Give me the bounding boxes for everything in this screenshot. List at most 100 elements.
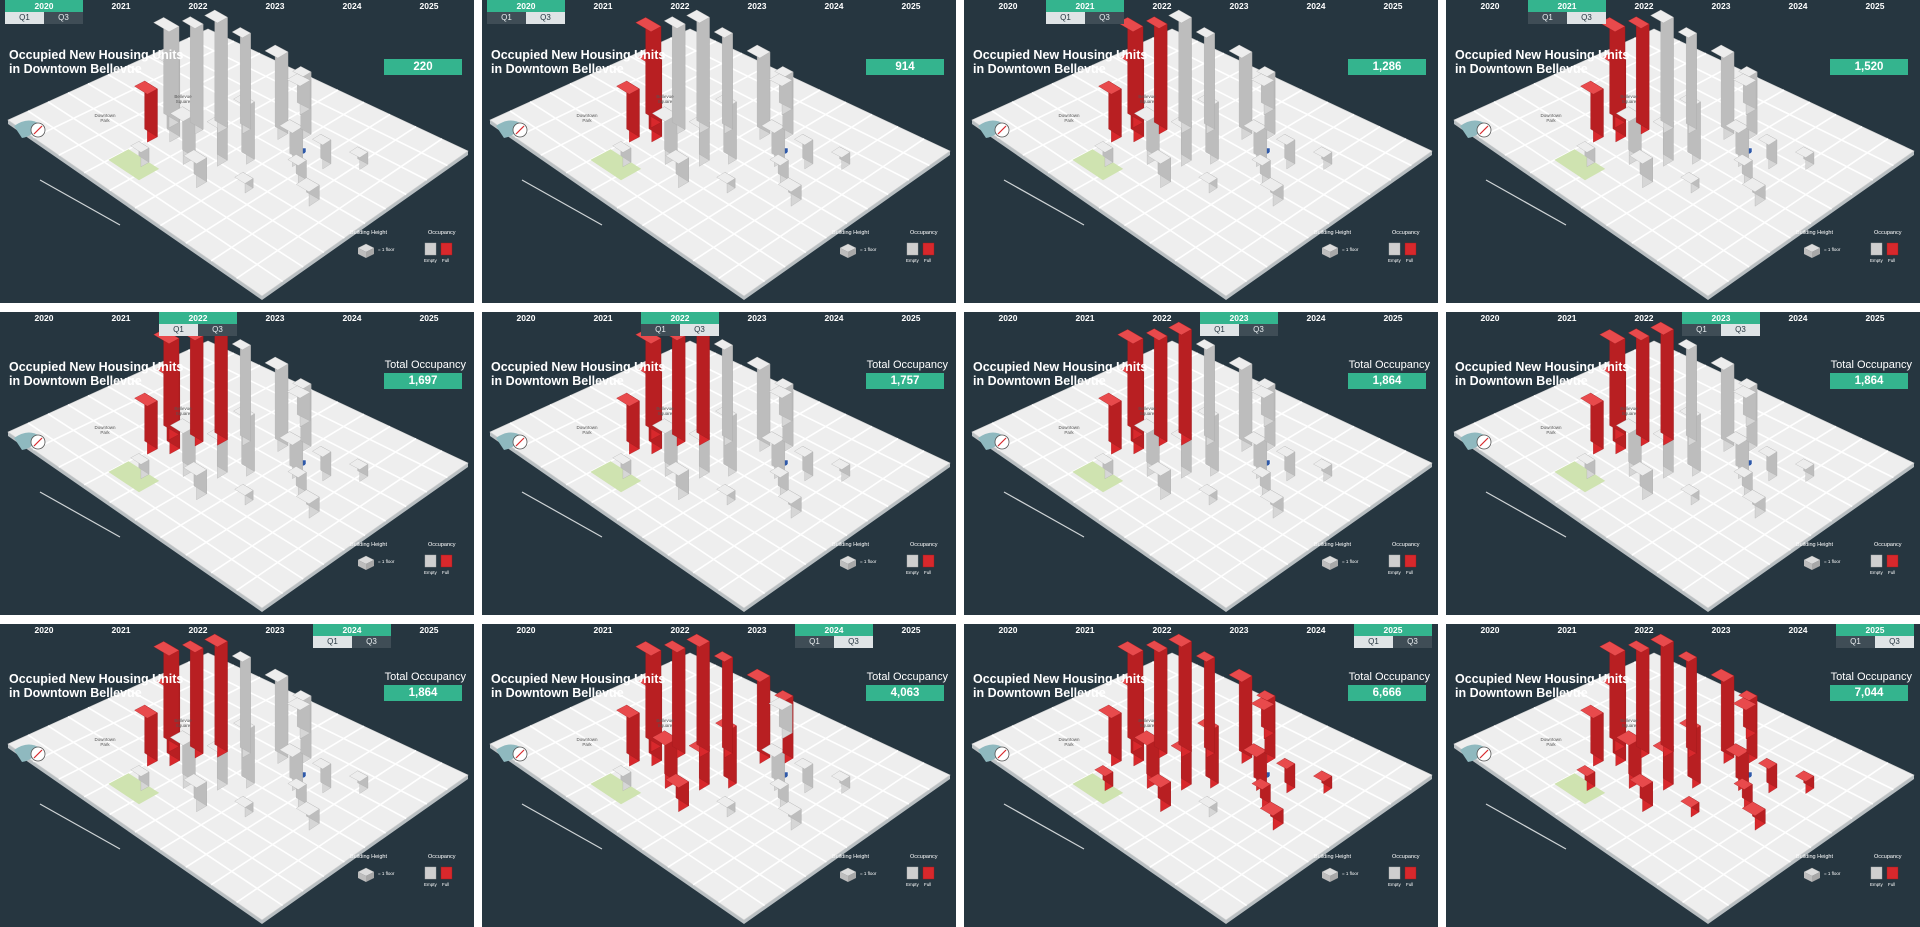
timeline-year-2023[interactable]: 2023 [747, 313, 767, 323]
timeline-year-2020[interactable]: 2020 [34, 625, 54, 635]
timeline-year-2022[interactable]: 2022 [670, 1, 690, 11]
timeline-year-2021[interactable]: 2021 [1528, 0, 1606, 12]
timeline-year-2024[interactable]: 2024 [795, 624, 873, 636]
timeline-year-2022[interactable]: 2022 [1152, 313, 1172, 323]
timeline-year-2025[interactable]: 2025 [901, 1, 921, 11]
timeline-year-2021[interactable]: 2021 [111, 1, 131, 11]
timeline-year-2023[interactable]: 2023 [1200, 312, 1278, 324]
timeline-year-2022[interactable]: 2022 [1152, 625, 1172, 635]
timeline-half-q3[interactable]: Q3 [526, 12, 565, 24]
timeline-half-q3[interactable]: Q3 [58, 13, 69, 22]
timeline-year-2025[interactable]: 2025 [1383, 1, 1403, 11]
timeline-half-q1[interactable]: Q1 [1850, 637, 1861, 646]
timeline-year-2024[interactable]: 2024 [342, 1, 362, 11]
timeline-half-q1[interactable]: Q1 [655, 325, 666, 334]
timeline-half-q3[interactable]: Q3 [1721, 324, 1760, 336]
timeline-year-2022[interactable]: 2022 [1152, 1, 1172, 11]
timeline-year-2024[interactable]: 2024 [1788, 313, 1808, 323]
timeline-year-2020[interactable]: 2020 [998, 1, 1018, 11]
timeline-year-2025[interactable]: 2025 [1354, 624, 1432, 636]
timeline-half-q1[interactable]: Q1 [1200, 324, 1239, 336]
timeline-year-2024[interactable]: 2024 [342, 313, 362, 323]
timeline-year-2025[interactable]: 2025 [419, 1, 439, 11]
timeline-half-q1[interactable]: Q1 [809, 637, 820, 646]
timeline-year-2024[interactable]: 2024 [1306, 313, 1326, 323]
timeline-year-2025[interactable]: 2025 [419, 313, 439, 323]
timeline-year-2023[interactable]: 2023 [265, 625, 285, 635]
timeline-half-q3[interactable]: Q3 [1253, 325, 1264, 334]
timeline-half-q1[interactable]: Q1 [1046, 12, 1085, 24]
timeline-year-2022[interactable]: 2022 [188, 1, 208, 11]
timeline-year-2021[interactable]: 2021 [111, 313, 131, 323]
timeline-year-2025[interactable]: 2025 [419, 625, 439, 635]
timeline-year-2024[interactable]: 2024 [1306, 625, 1326, 635]
timeline-year-2021[interactable]: 2021 [593, 625, 613, 635]
timeline-year-2023[interactable]: 2023 [1229, 625, 1249, 635]
timeline-half-q1[interactable]: Q1 [5, 12, 44, 24]
timeline-year-2021[interactable]: 2021 [111, 625, 131, 635]
timeline-half-q3[interactable]: Q3 [366, 637, 377, 646]
timeline-year-2023[interactable]: 2023 [1711, 625, 1731, 635]
timeline-year-2024[interactable]: 2024 [1788, 1, 1808, 11]
timeline-year-2022[interactable]: 2022 [159, 312, 237, 324]
timeline-year-2022[interactable]: 2022 [670, 625, 690, 635]
timeline-year-2020[interactable]: 2020 [516, 313, 536, 323]
timeline-year-2025[interactable]: 2025 [1865, 1, 1885, 11]
timeline-year-2023[interactable]: 2023 [1682, 312, 1760, 324]
timeline-year-2022[interactable]: 2022 [1634, 625, 1654, 635]
legend-height-title: Building Height [1314, 854, 1351, 860]
timeline-year-2020[interactable]: 2020 [487, 0, 565, 12]
timeline-year-2020[interactable]: 2020 [1480, 1, 1500, 11]
legend-occupancy-title: Occupancy [910, 230, 938, 236]
timeline-year-2022[interactable]: 2022 [641, 312, 719, 324]
timeline-half-q3[interactable]: Q3 [834, 636, 873, 648]
timeline-year-2023[interactable]: 2023 [1711, 1, 1731, 11]
timeline-half-q3[interactable]: Q3 [1875, 636, 1914, 648]
timeline-year-2024[interactable]: 2024 [1788, 625, 1808, 635]
timeline-year-2021[interactable]: 2021 [1557, 313, 1577, 323]
timeline-year-2024[interactable]: 2024 [824, 1, 844, 11]
timeline-half-q3[interactable]: Q3 [1567, 12, 1606, 24]
timeline-half-q3[interactable]: Q3 [1099, 13, 1110, 22]
timeline-half-q3[interactable]: Q3 [680, 324, 719, 336]
timeline-year-2020[interactable]: 2020 [1480, 313, 1500, 323]
timeline-year-2022[interactable]: 2022 [1634, 313, 1654, 323]
timeline-year-2025[interactable]: 2025 [1865, 313, 1885, 323]
timeline-year-2021[interactable]: 2021 [1075, 625, 1095, 635]
timeline-year-2021[interactable]: 2021 [1046, 0, 1124, 12]
timeline-half-q3[interactable]: Q3 [1407, 637, 1418, 646]
timeline-half-q1[interactable]: Q1 [313, 636, 352, 648]
timeline-half-q3[interactable]: Q3 [212, 325, 223, 334]
timeline-half-q1[interactable]: Q1 [501, 13, 512, 22]
timeline-year-2020[interactable]: 2020 [998, 313, 1018, 323]
timeline-year-2021[interactable]: 2021 [593, 313, 613, 323]
timeline-year-2025[interactable]: 2025 [901, 313, 921, 323]
timeline-year-2020[interactable]: 2020 [5, 0, 83, 12]
timeline-year-2023[interactable]: 2023 [747, 625, 767, 635]
timeline-year-2021[interactable]: 2021 [1557, 625, 1577, 635]
timeline-year-2024[interactable]: 2024 [1306, 1, 1326, 11]
timeline-year-2022[interactable]: 2022 [188, 625, 208, 635]
timeline-year-2023[interactable]: 2023 [747, 1, 767, 11]
legend-full-swatch [1886, 866, 1899, 880]
timeline-year-2025[interactable]: 2025 [901, 625, 921, 635]
timeline-half-q1[interactable]: Q1 [1354, 636, 1393, 648]
timeline-year-2020[interactable]: 2020 [998, 625, 1018, 635]
timeline-year-2022[interactable]: 2022 [1634, 1, 1654, 11]
timeline-half-q1[interactable]: Q1 [1696, 325, 1707, 334]
timeline-year-2021[interactable]: 2021 [1075, 313, 1095, 323]
legend-occupancy-title: Occupancy [1874, 542, 1902, 548]
timeline-year-2023[interactable]: 2023 [265, 1, 285, 11]
timeline-year-2024[interactable]: 2024 [313, 624, 391, 636]
timeline-year-2021[interactable]: 2021 [593, 1, 613, 11]
timeline-year-2025[interactable]: 2025 [1836, 624, 1914, 636]
timeline-year-2025[interactable]: 2025 [1383, 313, 1403, 323]
timeline-year-2020[interactable]: 2020 [34, 313, 54, 323]
timeline-year-2024[interactable]: 2024 [824, 313, 844, 323]
timeline-year-2020[interactable]: 2020 [1480, 625, 1500, 635]
timeline-year-2020[interactable]: 2020 [516, 625, 536, 635]
timeline-year-2023[interactable]: 2023 [1229, 1, 1249, 11]
timeline-half-q1[interactable]: Q1 [1542, 13, 1553, 22]
timeline-half-q1[interactable]: Q1 [159, 324, 198, 336]
timeline-year-2023[interactable]: 2023 [265, 313, 285, 323]
